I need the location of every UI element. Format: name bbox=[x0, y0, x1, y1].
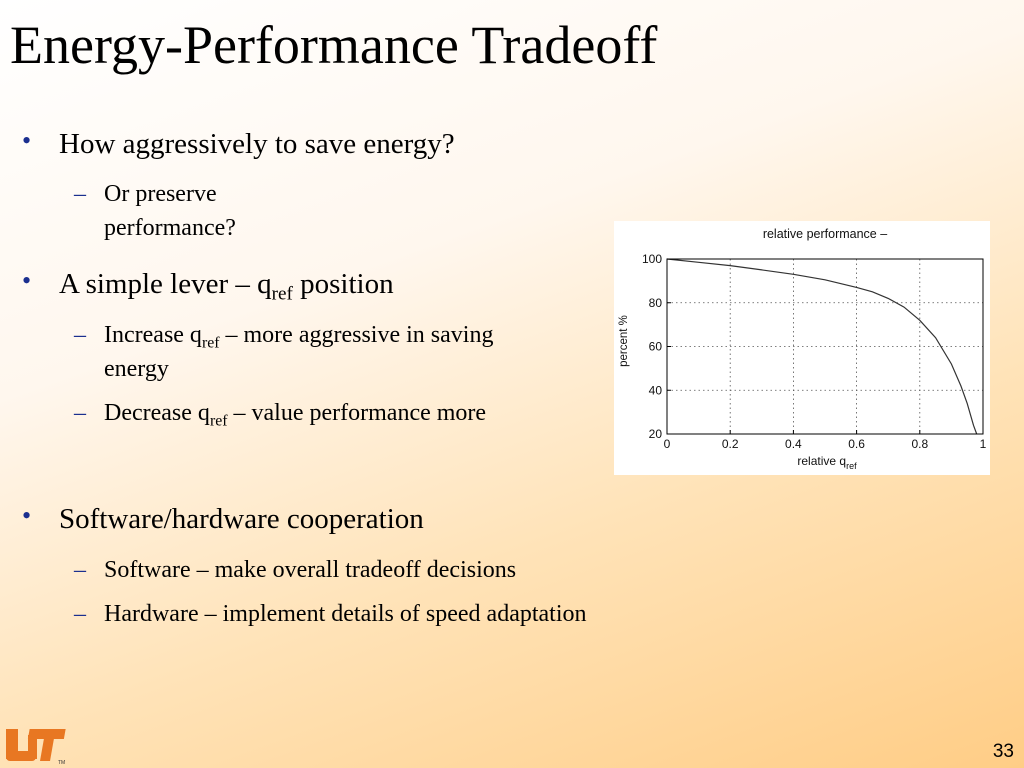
logo-trademark: TM bbox=[58, 760, 65, 765]
bullet-marker: • bbox=[22, 501, 32, 530]
plot-frame bbox=[666, 258, 984, 435]
bullet-text: How aggressively to save energy? bbox=[59, 128, 455, 160]
dash-marker: – bbox=[74, 181, 86, 207]
bullet-text: A simple lever – qref position bbox=[59, 268, 394, 305]
y-tick-label: 100 bbox=[642, 252, 662, 266]
y-tick-label: 20 bbox=[649, 427, 663, 441]
performance-chart: relative performance – percent % relativ… bbox=[614, 221, 990, 475]
y-axis-label: percent % bbox=[618, 315, 630, 367]
bullet-marker: • bbox=[22, 126, 32, 155]
subbullet-text: Decrease qref – value performance more bbox=[104, 400, 487, 430]
dash-marker: – bbox=[74, 601, 86, 627]
subbullet-text: Increase qref – more aggressive in savin… bbox=[104, 322, 494, 352]
logo-t-bar bbox=[27, 729, 66, 739]
grid-layer bbox=[667, 259, 983, 434]
ut-logo: TM bbox=[6, 729, 66, 765]
x-axis-label: relative qref bbox=[797, 454, 857, 471]
x-tick-label: 0.2 bbox=[722, 437, 739, 451]
logo-t-stem bbox=[40, 737, 55, 761]
y-tick-label: 60 bbox=[649, 340, 663, 354]
x-tick-label: 0.8 bbox=[911, 437, 928, 451]
x-tick-label: 0 bbox=[664, 437, 671, 451]
dash-marker: – bbox=[74, 557, 86, 583]
subbullet-text: Software – make overall tradeoff decisio… bbox=[104, 557, 517, 583]
logo-u-right bbox=[28, 735, 37, 759]
subbullet-text: energy bbox=[104, 356, 169, 382]
y-tick-label: 80 bbox=[649, 296, 663, 310]
bullet-text: Software/hardware cooperation bbox=[59, 503, 424, 535]
slide-title: Energy-Performance Tradeoff bbox=[10, 15, 658, 75]
chart-title: relative performance – bbox=[763, 227, 887, 241]
x-tick-label: 0.6 bbox=[848, 437, 865, 451]
ticks-layer: 0 0.2 0.4 0.6 0.8 1 20 40 60 80 100 bbox=[642, 252, 987, 451]
y-tick-label: 40 bbox=[649, 383, 663, 397]
dash-marker: – bbox=[74, 400, 86, 426]
page-number: 33 bbox=[992, 741, 1014, 762]
subbullet-text: Hardware – implement details of speed ad… bbox=[104, 601, 587, 627]
dash-marker: – bbox=[74, 322, 86, 348]
subbullet-text: Or preserve performance? bbox=[104, 181, 236, 241]
x-tick-label: 0.4 bbox=[785, 437, 802, 451]
bullet-marker: • bbox=[22, 266, 32, 295]
chart-svg: relative performance – percent % relativ… bbox=[618, 227, 987, 471]
series-layer bbox=[666, 258, 978, 435]
x-tick-label: 1 bbox=[980, 437, 987, 451]
performance-curve bbox=[666, 258, 978, 435]
